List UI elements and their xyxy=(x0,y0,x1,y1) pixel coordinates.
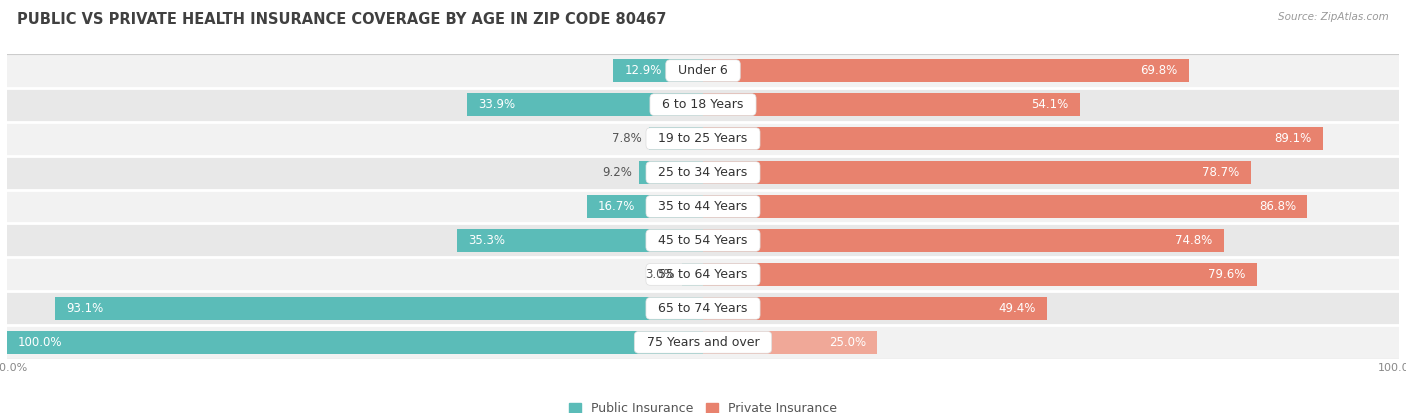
Text: 49.4%: 49.4% xyxy=(998,302,1036,315)
Text: PUBLIC VS PRIVATE HEALTH INSURANCE COVERAGE BY AGE IN ZIP CODE 80467: PUBLIC VS PRIVATE HEALTH INSURANCE COVER… xyxy=(17,12,666,27)
Legend: Public Insurance, Private Insurance: Public Insurance, Private Insurance xyxy=(564,397,842,413)
Text: 16.7%: 16.7% xyxy=(598,200,636,213)
Text: 89.1%: 89.1% xyxy=(1275,132,1312,145)
Text: 69.8%: 69.8% xyxy=(1140,64,1178,77)
FancyBboxPatch shape xyxy=(7,257,1399,292)
Bar xyxy=(703,127,1323,150)
Bar xyxy=(648,127,703,150)
FancyBboxPatch shape xyxy=(7,121,1399,156)
Bar xyxy=(703,195,1308,218)
FancyBboxPatch shape xyxy=(7,54,1399,88)
Text: 74.8%: 74.8% xyxy=(1175,234,1212,247)
Text: 100.0%: 100.0% xyxy=(18,336,63,349)
Text: 54.1%: 54.1% xyxy=(1031,98,1069,111)
Text: 78.7%: 78.7% xyxy=(1202,166,1240,179)
Bar xyxy=(703,93,1080,116)
FancyBboxPatch shape xyxy=(7,156,1399,190)
Text: 35.3%: 35.3% xyxy=(468,234,506,247)
Text: 45 to 54 Years: 45 to 54 Years xyxy=(651,234,755,247)
Text: Source: ZipAtlas.com: Source: ZipAtlas.com xyxy=(1278,12,1389,22)
Bar xyxy=(638,161,703,184)
Text: 25 to 34 Years: 25 to 34 Years xyxy=(651,166,755,179)
Text: 9.2%: 9.2% xyxy=(602,166,633,179)
Text: 3.0%: 3.0% xyxy=(645,268,675,281)
Bar xyxy=(457,229,703,252)
Text: 75 Years and over: 75 Years and over xyxy=(638,336,768,349)
Text: 79.6%: 79.6% xyxy=(1209,268,1246,281)
Text: 86.8%: 86.8% xyxy=(1258,200,1296,213)
Bar xyxy=(703,331,877,354)
Text: 65 to 74 Years: 65 to 74 Years xyxy=(651,302,755,315)
Bar xyxy=(586,195,703,218)
Bar xyxy=(703,263,1257,286)
Text: Under 6: Under 6 xyxy=(671,64,735,77)
Bar xyxy=(703,59,1189,82)
Bar xyxy=(682,263,703,286)
Bar xyxy=(703,297,1047,320)
Bar xyxy=(7,331,703,354)
Bar xyxy=(467,93,703,116)
FancyBboxPatch shape xyxy=(7,223,1399,257)
Text: 25.0%: 25.0% xyxy=(828,336,866,349)
FancyBboxPatch shape xyxy=(7,325,1399,359)
Text: 35 to 44 Years: 35 to 44 Years xyxy=(651,200,755,213)
FancyBboxPatch shape xyxy=(7,88,1399,121)
Bar xyxy=(613,59,703,82)
Text: 12.9%: 12.9% xyxy=(624,64,662,77)
Bar xyxy=(703,161,1251,184)
Bar xyxy=(703,229,1223,252)
FancyBboxPatch shape xyxy=(7,190,1399,223)
Text: 33.9%: 33.9% xyxy=(478,98,516,111)
Text: 93.1%: 93.1% xyxy=(66,302,104,315)
Bar xyxy=(55,297,703,320)
Text: 7.8%: 7.8% xyxy=(612,132,641,145)
Text: 55 to 64 Years: 55 to 64 Years xyxy=(651,268,755,281)
Text: 19 to 25 Years: 19 to 25 Years xyxy=(651,132,755,145)
FancyBboxPatch shape xyxy=(7,292,1399,325)
Text: 6 to 18 Years: 6 to 18 Years xyxy=(654,98,752,111)
